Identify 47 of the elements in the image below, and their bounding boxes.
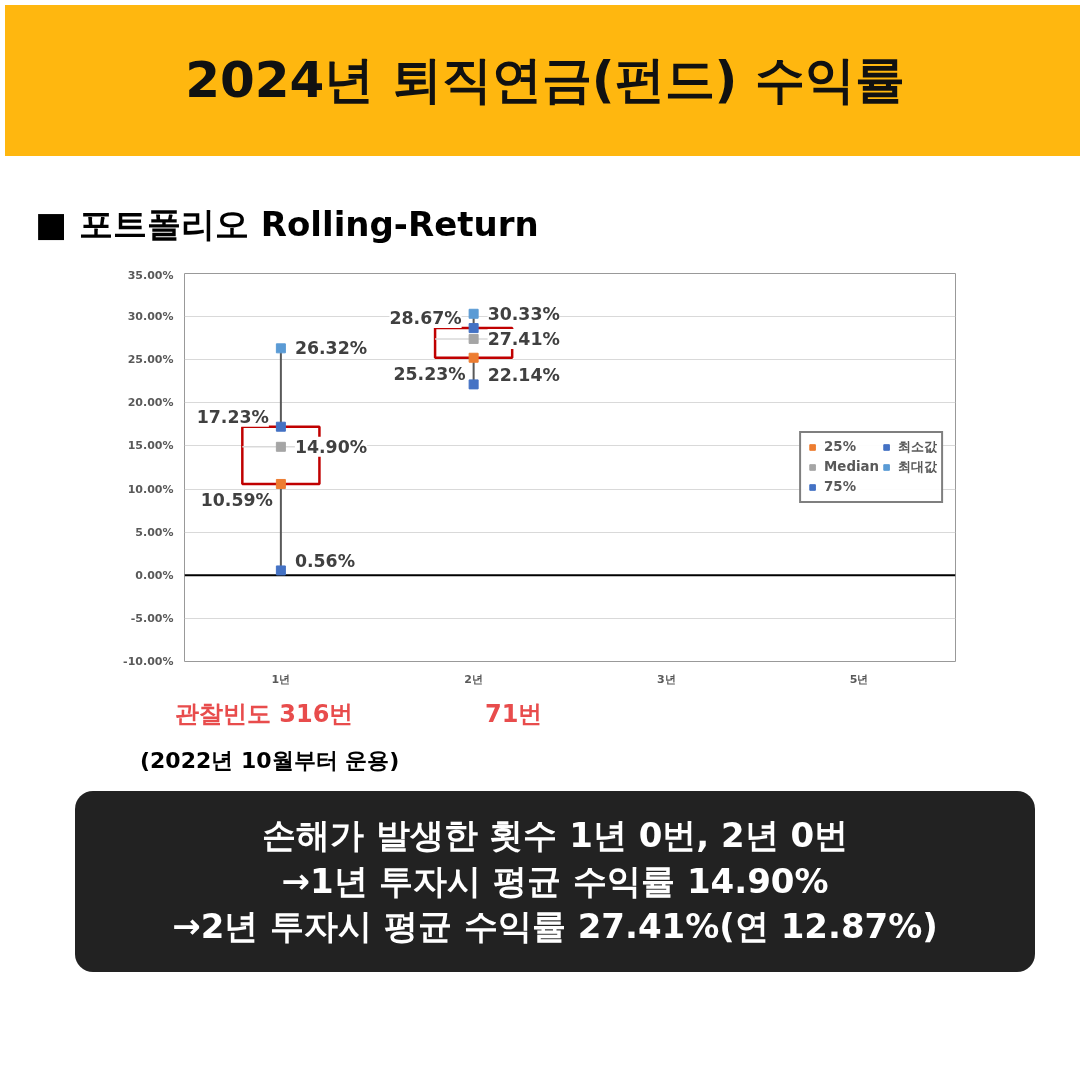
- legend-label: 최소값: [898, 438, 937, 456]
- chart-title: 2024년 퇴직연금(펀드) 수익률: [185, 50, 905, 111]
- point: [275, 343, 286, 354]
- y-tick-label: 25.00%: [127, 353, 174, 367]
- point: [275, 565, 286, 576]
- y-tick-label: 30.00%: [127, 310, 174, 324]
- data-label: 17.23%: [196, 406, 269, 427]
- text: 관찰빈도 316번: [175, 699, 354, 730]
- legend-label: 75%: [824, 479, 856, 495]
- data-label: 22.14%: [487, 365, 560, 386]
- y-tick-label: 35.00%: [127, 268, 174, 282]
- legend-label: Median: [824, 459, 879, 475]
- text: 71번: [485, 699, 543, 730]
- y-tick-label: 5.00%: [135, 525, 174, 539]
- point: [468, 379, 479, 390]
- x-tick-label: 3년: [657, 672, 676, 686]
- point: [275, 478, 286, 489]
- point: [275, 441, 286, 452]
- y-tick-label: -10.00%: [123, 654, 174, 668]
- point: [468, 323, 479, 334]
- y-tick-label: 15.00%: [127, 439, 174, 453]
- data-label: 10.59%: [200, 489, 273, 510]
- legend-label: 최대값: [898, 458, 937, 476]
- y-tick-label: -5.00%: [130, 611, 174, 625]
- data-label: 27.41%: [487, 328, 560, 349]
- point: [468, 308, 479, 319]
- text: (2022년 10월부터 운용): [140, 747, 400, 776]
- point: [275, 421, 286, 432]
- y-tick-label: 20.00%: [127, 396, 174, 410]
- data-label: 26.32%: [294, 338, 368, 359]
- chart-subtitle: ■ 포트폴리오 Rolling-Return: [35, 203, 539, 247]
- point: [468, 352, 479, 363]
- text: →2년 투자시 평균 수익률 27.41%(연 12.87%): [172, 906, 938, 947]
- point: [468, 333, 479, 344]
- data-label: 25.23%: [393, 363, 466, 384]
- data-label: 0.56%: [294, 551, 355, 572]
- y-tick-label: 10.00%: [127, 482, 174, 496]
- data-label: 14.90%: [294, 436, 368, 457]
- text: 손해가 발생한 횟수 1년 0번, 2년 0번: [261, 814, 849, 855]
- x-tick-label: 2년: [464, 672, 483, 686]
- x-tick-label: 1년: [271, 672, 291, 686]
- data-label: 28.67%: [389, 308, 462, 329]
- text: →1년 투자시 평균 수익률 14.90%: [281, 860, 829, 901]
- legend-label: 25%: [824, 439, 856, 455]
- x-tick-label: 5년: [849, 672, 869, 686]
- y-tick-label: 0.00%: [135, 568, 174, 582]
- data-label: 30.33%: [487, 303, 560, 324]
